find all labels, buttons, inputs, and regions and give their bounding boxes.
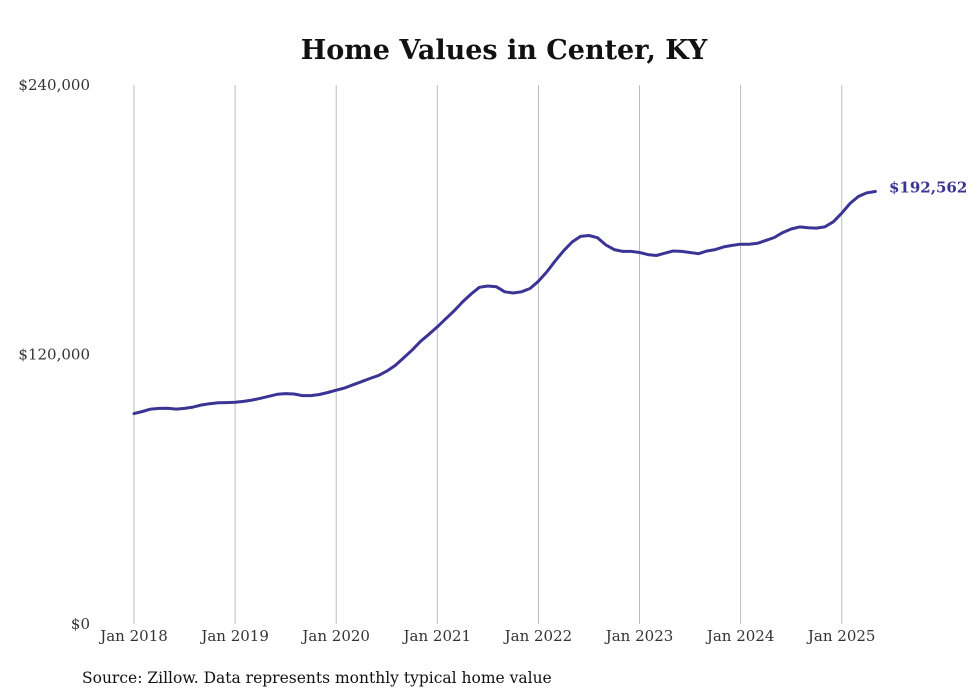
y-tick-label: $120,000 [18,346,90,364]
home-value-line [132,190,877,416]
source-note: Source: Zillow. Data represents monthly … [82,669,552,687]
x-tick-label: Jan 2022 [503,627,573,645]
x-tick-label: Jan 2020 [300,627,370,645]
end-value-label: $192,562 [889,179,967,197]
x-tick-label: Jan 2024 [705,627,775,645]
x-tick-label: Jan 2023 [604,627,674,645]
x-tick-label: Jan 2019 [199,627,269,645]
grid-lines [133,85,843,624]
y-tick-label: $240,000 [18,76,90,94]
x-tick-labels: Jan 2018 Jan 2019 Jan 2020 Jan 2021 Jan 2022… [98,627,875,645]
x-tick-label: Jan 2025 [806,627,876,645]
x-tick-label: Jan 2021 [402,627,472,645]
chart-title: Home Values in Center, KY [301,35,708,66]
x-tick-label: Jan 2018 [98,627,168,645]
y-tick-label: $0 [71,615,90,633]
y-tick-labels: $0 $120,000 $240,000 [18,76,90,633]
